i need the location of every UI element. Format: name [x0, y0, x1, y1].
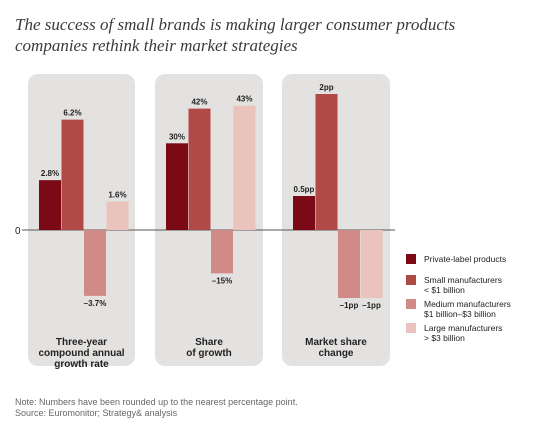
bar-2-1 — [166, 143, 188, 230]
data-label-1-2: 6.2% — [63, 109, 81, 118]
data-label-3-2: 2pp — [319, 83, 333, 92]
data-label-2-3: –15% — [212, 276, 232, 285]
bar-1-2 — [61, 119, 84, 230]
category-label-3-line-2: change — [318, 348, 353, 359]
bar-1-3 — [84, 230, 106, 296]
category-label-1-line-3: growth rate — [54, 359, 109, 370]
bar-1-1 — [39, 180, 61, 230]
bar-2-3 — [211, 230, 233, 274]
data-label-2-2: 42% — [191, 98, 207, 107]
legend-swatch-3 — [406, 299, 416, 309]
category-label-1-line-1: Three-year — [56, 337, 107, 348]
data-label-1-3: –3.7% — [84, 299, 107, 308]
data-label-2-4: 43% — [236, 95, 252, 104]
bar-1-4 — [106, 201, 129, 230]
bar-3-1 — [293, 196, 315, 230]
zero-axis-label: 0 — [15, 226, 21, 237]
data-label-1-1: 2.8% — [41, 169, 59, 178]
legend-swatch-2 — [406, 275, 416, 285]
category-label-3-line-1: Market share — [305, 337, 367, 348]
legend-label-2-line-2: < $1 billion — [424, 285, 465, 295]
data-label-3-1: 0.5pp — [294, 185, 315, 194]
chart-title: The success of small brands is making la… — [15, 14, 535, 56]
legend-label-3-line-2: $1 billion–$3 billion — [424, 309, 496, 319]
source-text: Source: Euromonitor; Strategy& analysis — [15, 408, 178, 418]
legend-swatch-4 — [406, 323, 416, 333]
data-label-3-4: –1pp — [362, 301, 381, 310]
legend-label-1-line-1: Private-label products — [424, 254, 506, 264]
bar-2-2 — [188, 108, 211, 230]
bar-3-2 — [315, 94, 338, 230]
category-label-1-line-2: compound annual — [38, 348, 124, 359]
bar-3-3 — [338, 230, 360, 298]
category-label-2-line-2: of growth — [186, 348, 232, 359]
bar-3-4 — [360, 230, 383, 298]
bar-2-4 — [233, 105, 256, 230]
legend-label-3-line-1: Medium manufacturers — [424, 299, 511, 309]
chart-title-line-2: companies rethink their market strategie… — [15, 36, 298, 55]
footnote: Note: Numbers have been rounded up to th… — [15, 397, 298, 419]
note-text: Note: Numbers have been rounded up to th… — [15, 397, 298, 407]
chart-title-line-1: The success of small brands is making la… — [15, 15, 456, 34]
legend-label-4-line-1: Large manufacturers — [424, 323, 502, 333]
data-label-3-3: –1pp — [340, 301, 359, 310]
data-label-2-1: 30% — [169, 132, 185, 141]
legend-label-2-line-1: Small manufacturers — [424, 275, 502, 285]
legend-swatch-1 — [406, 254, 416, 264]
data-label-1-4: 1.6% — [108, 191, 126, 200]
legend-label-4-line-2: > $3 billion — [424, 333, 465, 343]
category-label-2-line-1: Share — [195, 337, 223, 348]
